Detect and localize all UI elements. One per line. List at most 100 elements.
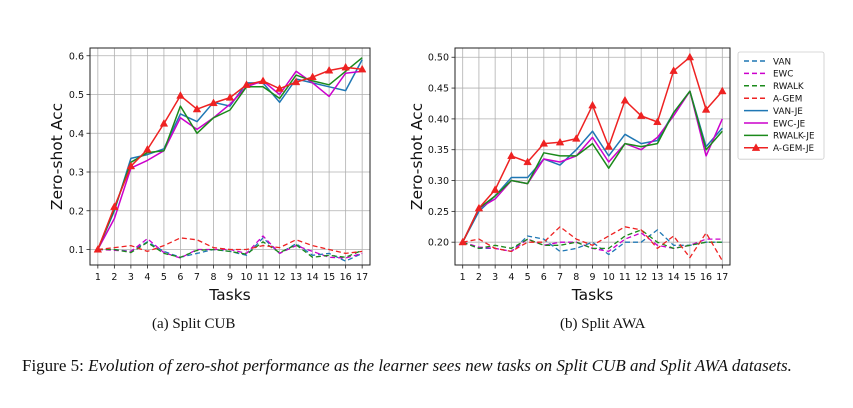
point-awa-a-gem-je-2: [474, 203, 484, 212]
y-tick-label-awa-2: 0.30: [428, 176, 449, 187]
x-tick-label-cub-4: 4: [144, 272, 150, 283]
x-tick-label-awa-9: 9: [589, 272, 595, 283]
point-cub-a-gem-je-5: [159, 119, 169, 127]
series-line-awa-rwalk-je: [462, 90, 723, 243]
point-awa-a-gem-je-4: [507, 151, 516, 159]
y-tick-label-awa-6: 0.50: [428, 53, 449, 64]
legend-label-van-je: VAN-JE: [773, 107, 803, 117]
x-tick-label-cub-16: 16: [340, 272, 352, 283]
series-line-awa-rwalk: [462, 229, 723, 250]
legend-label-van: VAN: [773, 57, 791, 67]
point-awa-a-gem-je-8: [572, 134, 581, 142]
point-awa-a-gem-je-14: [669, 66, 678, 74]
x-tick-label-cub-1: 1: [95, 272, 101, 283]
point-cub-a-gem-je-2: [110, 202, 119, 210]
point-awa-a-gem-je-1: [458, 237, 467, 246]
x-tick-label-cub-6: 6: [177, 272, 183, 283]
x-tick-label-awa-11: 11: [619, 272, 631, 283]
x-tick-label-cub-10: 10: [240, 272, 252, 283]
x-tick-label-awa-5: 5: [525, 272, 531, 283]
legend-label-rwalk: RWALK: [773, 82, 804, 92]
figure-caption-label: Figure 5:: [22, 356, 84, 375]
x-axis-label-cub: Tasks: [208, 286, 251, 304]
y-tick-label-cub-4: 0.5: [69, 90, 84, 101]
x-tick-label-cub-12: 12: [274, 272, 286, 283]
legend-marker-a-gem-je: [751, 143, 761, 151]
x-tick-label-cub-3: 3: [128, 272, 134, 283]
x-axis-label-awa: Tasks: [571, 286, 614, 304]
y-tick-label-awa-0: 0.20: [428, 238, 449, 249]
point-awa-a-gem-je-9: [588, 100, 597, 109]
x-tick-label-cub-9: 9: [227, 272, 233, 283]
point-cub-a-gem-je-7: [192, 104, 202, 113]
y-tick-label-cub-5: 0.6: [69, 51, 84, 62]
x-tick-label-awa-10: 10: [603, 272, 615, 283]
x-tick-label-awa-15: 15: [684, 272, 696, 283]
point-cub-a-gem-je-9: [225, 93, 235, 101]
legend-label-ewc-je: EWC-JE: [773, 119, 805, 129]
point-cub-a-gem-je-6: [176, 91, 185, 99]
point-cub-a-gem-je-16: [341, 62, 350, 71]
legend: VAN EWC RWALK A-GEM VAN-JE EWC-JE RWALK-JE A-GE…: [737, 51, 825, 160]
x-tick-label-cub-5: 5: [161, 272, 167, 283]
y-tick-label-awa-5: 0.45: [428, 84, 449, 95]
series-group-awa: [458, 52, 727, 262]
point-cub-a-gem-je-3: [126, 161, 136, 170]
x-tick-label-cub-11: 11: [257, 272, 269, 283]
x-tick-label-awa-6: 6: [541, 272, 547, 283]
point-awa-a-gem-je-16: [701, 105, 711, 113]
point-cub-a-gem-je-15: [324, 65, 334, 74]
point-cub-a-gem-je-1: [93, 244, 103, 253]
point-cub-a-gem-je-14: [308, 72, 317, 81]
x-tick-label-awa-13: 13: [651, 272, 663, 283]
x-tick-label-awa-3: 3: [492, 272, 498, 283]
y-tick-label-awa-1: 0.25: [428, 207, 449, 218]
grid-cub: [90, 48, 370, 265]
point-awa-a-gem-je-11: [620, 95, 630, 104]
y-tick-label-awa-4: 0.40: [428, 114, 449, 125]
point-awa-a-gem-je-6: [539, 139, 549, 147]
y-tick-label-cub-3: 0.4: [69, 129, 84, 140]
subcaption-split-awa: (b) Split AWA: [560, 316, 646, 332]
legend-box: [737, 51, 825, 160]
grid-awa: [455, 48, 730, 265]
x-tick-label-cub-13: 13: [290, 272, 302, 283]
point-cub-a-gem-je-13: [291, 77, 301, 86]
series-line-cub-rwalk: [97, 241, 363, 258]
x-tick-label-awa-16: 16: [700, 272, 712, 283]
y-tick-label-awa-3: 0.35: [428, 145, 449, 156]
point-cub-a-gem-je-11: [258, 76, 268, 84]
point-awa-a-gem-je-17: [718, 86, 727, 95]
x-tick-label-cub-15: 15: [323, 272, 335, 283]
point-awa-a-gem-je-13: [653, 117, 662, 126]
x-tick-label-awa-1: 1: [460, 272, 466, 283]
series-group-cub: [93, 57, 367, 262]
x-tick-label-awa-8: 8: [573, 272, 579, 283]
point-awa-a-gem-je-3: [490, 185, 500, 193]
figure-caption: Figure 5: Evolution of zero-shot perform…: [22, 354, 837, 377]
legend-label-a-gem-je: A-GEM-JE: [773, 144, 814, 154]
x-tick-label-awa-12: 12: [635, 272, 647, 283]
point-awa-a-gem-je-10: [604, 142, 613, 150]
point-cub-a-gem-je-17: [357, 64, 367, 73]
point-awa-a-gem-je-15: [685, 52, 695, 61]
point-cub-a-gem-je-12: [275, 84, 284, 92]
legend-label-ewc: EWC: [773, 70, 793, 80]
point-awa-a-gem-je-5: [523, 157, 532, 166]
figure-caption-text: Evolution of zero-shot performance as th…: [88, 356, 792, 375]
x-tick-label-awa-4: 4: [508, 272, 514, 283]
series-line-awa-a-gem: [462, 226, 723, 262]
x-tick-label-cub-17: 17: [356, 272, 368, 283]
series-line-cub-a-gem: [97, 237, 363, 255]
y-axis-label-cub: Zero-shot Acc: [48, 103, 66, 210]
y-tick-label-cub-1: 0.2: [69, 206, 84, 217]
point-cub-a-gem-je-10: [242, 80, 251, 88]
chart-split-cub: 1 2 3 4 5 6 7 8 9 10 11 12 13 14 15 16 170.10.20.30.40.5…: [48, 47, 371, 304]
legend-label-rwalk-je: RWALK-JE: [773, 132, 815, 142]
x-tick-label-awa-17: 17: [716, 272, 728, 283]
point-cub-a-gem-je-4: [143, 145, 152, 153]
y-tick-label-cub-2: 0.3: [69, 168, 84, 179]
subcaption-split-cub: (a) Split CUB: [152, 316, 236, 332]
series-line-cub-ewc-je: [97, 70, 363, 250]
